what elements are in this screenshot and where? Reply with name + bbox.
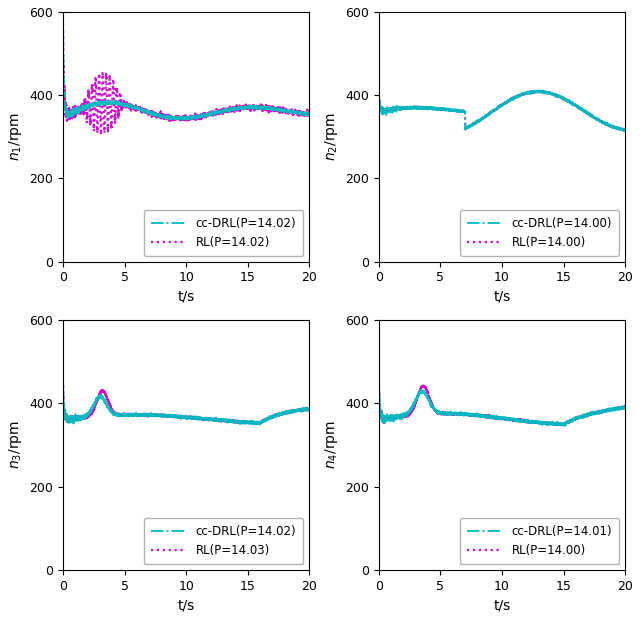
cc-DRL(P=14.00) bbox=[481, 113, 488, 121]
RL(P=14.02) bbox=[238, 104, 246, 111]
RL(P=14.03) bbox=[252, 420, 260, 428]
RL(P=14.00) bbox=[559, 422, 567, 429]
Line: cc-DRL(P=14.02): cc-DRL(P=14.02) bbox=[63, 35, 309, 119]
RL(P=14.02) bbox=[305, 109, 313, 116]
RL(P=14.03) bbox=[60, 382, 67, 389]
RL(P=14.00) bbox=[479, 412, 486, 420]
RL(P=14.00) bbox=[621, 404, 629, 411]
RL(P=14.00) bbox=[621, 126, 629, 134]
cc-DRL(P=14.02) bbox=[305, 110, 313, 118]
cc-DRL(P=14.00) bbox=[602, 121, 609, 129]
cc-DRL(P=14.01) bbox=[614, 405, 621, 412]
cc-DRL(P=14.01) bbox=[375, 386, 383, 394]
cc-DRL(P=14.02) bbox=[285, 108, 293, 116]
RL(P=14.02) bbox=[285, 108, 293, 115]
RL(P=14.00) bbox=[479, 115, 486, 122]
Y-axis label: $n_2$/rpm: $n_2$/rpm bbox=[323, 113, 340, 161]
cc-DRL(P=14.01) bbox=[559, 422, 567, 430]
Legend: cc-DRL(P=14.00), RL(P=14.00): cc-DRL(P=14.00), RL(P=14.00) bbox=[460, 210, 620, 256]
cc-DRL(P=14.02) bbox=[298, 406, 306, 413]
Legend: cc-DRL(P=14.02), RL(P=14.02): cc-DRL(P=14.02), RL(P=14.02) bbox=[144, 210, 303, 256]
Y-axis label: $n_4$/rpm: $n_4$/rpm bbox=[323, 420, 340, 469]
cc-DRL(P=14.02) bbox=[179, 116, 186, 123]
RL(P=14.02) bbox=[164, 115, 172, 122]
cc-DRL(P=14.02) bbox=[60, 31, 67, 38]
cc-DRL(P=14.01) bbox=[602, 407, 609, 414]
Line: cc-DRL(P=14.01): cc-DRL(P=14.01) bbox=[379, 389, 625, 426]
cc-DRL(P=14.01) bbox=[554, 421, 562, 428]
cc-DRL(P=14.02) bbox=[238, 418, 246, 426]
RL(P=14.02) bbox=[298, 108, 306, 116]
X-axis label: t/s: t/s bbox=[177, 290, 195, 304]
RL(P=14.03) bbox=[305, 405, 313, 413]
RL(P=14.02) bbox=[93, 129, 101, 137]
RL(P=14.03) bbox=[176, 413, 184, 421]
RL(P=14.03) bbox=[285, 409, 293, 416]
Line: RL(P=14.00): RL(P=14.00) bbox=[379, 91, 625, 131]
Line: RL(P=14.02): RL(P=14.02) bbox=[63, 30, 309, 133]
RL(P=14.03) bbox=[298, 406, 306, 413]
Line: RL(P=14.03): RL(P=14.03) bbox=[63, 386, 309, 424]
cc-DRL(P=14.01) bbox=[621, 402, 629, 410]
RL(P=14.00) bbox=[614, 405, 621, 412]
cc-DRL(P=14.02) bbox=[163, 114, 170, 121]
cc-DRL(P=14.01) bbox=[479, 413, 486, 420]
cc-DRL(P=14.00) bbox=[614, 125, 621, 132]
Line: cc-DRL(P=14.00): cc-DRL(P=14.00) bbox=[379, 90, 625, 131]
RL(P=14.00) bbox=[529, 87, 537, 95]
cc-DRL(P=14.01) bbox=[417, 386, 425, 393]
cc-DRL(P=14.02) bbox=[238, 105, 246, 112]
cc-DRL(P=14.01) bbox=[492, 413, 500, 421]
X-axis label: t/s: t/s bbox=[493, 290, 511, 304]
cc-DRL(P=14.00) bbox=[554, 92, 562, 100]
Line: cc-DRL(P=14.02): cc-DRL(P=14.02) bbox=[63, 386, 309, 425]
cc-DRL(P=14.02) bbox=[298, 110, 306, 118]
cc-DRL(P=14.00) bbox=[539, 87, 547, 94]
RL(P=14.00) bbox=[492, 413, 500, 421]
cc-DRL(P=14.00) bbox=[492, 105, 500, 113]
Legend: cc-DRL(P=14.02), RL(P=14.03): cc-DRL(P=14.02), RL(P=14.03) bbox=[144, 518, 303, 564]
RL(P=14.00) bbox=[554, 92, 562, 100]
cc-DRL(P=14.02) bbox=[164, 412, 172, 420]
cc-DRL(P=14.00) bbox=[479, 115, 486, 123]
RL(P=14.00) bbox=[492, 106, 500, 113]
RL(P=14.00) bbox=[481, 412, 488, 420]
RL(P=14.00) bbox=[602, 406, 609, 413]
RL(P=14.03) bbox=[238, 418, 246, 425]
cc-DRL(P=14.00) bbox=[621, 127, 629, 134]
RL(P=14.00) bbox=[554, 420, 562, 428]
cc-DRL(P=14.02) bbox=[176, 413, 184, 420]
RL(P=14.00) bbox=[620, 127, 627, 134]
RL(P=14.00) bbox=[614, 124, 621, 132]
RL(P=14.03) bbox=[163, 412, 170, 419]
RL(P=14.00) bbox=[375, 91, 383, 98]
cc-DRL(P=14.02) bbox=[285, 410, 293, 417]
RL(P=14.00) bbox=[375, 382, 383, 389]
RL(P=14.02) bbox=[163, 113, 170, 120]
RL(P=14.02) bbox=[60, 27, 67, 34]
X-axis label: t/s: t/s bbox=[493, 598, 511, 612]
cc-DRL(P=14.00) bbox=[375, 90, 383, 97]
cc-DRL(P=14.02) bbox=[256, 421, 264, 428]
cc-DRL(P=14.02) bbox=[305, 405, 313, 413]
Legend: cc-DRL(P=14.01), RL(P=14.00): cc-DRL(P=14.01), RL(P=14.00) bbox=[460, 518, 620, 564]
RL(P=14.00) bbox=[481, 114, 488, 121]
Line: RL(P=14.00): RL(P=14.00) bbox=[379, 385, 625, 425]
cc-DRL(P=14.01) bbox=[481, 412, 488, 420]
RL(P=14.00) bbox=[419, 381, 427, 389]
cc-DRL(P=14.02) bbox=[60, 382, 67, 389]
RL(P=14.00) bbox=[602, 119, 609, 127]
cc-DRL(P=14.02) bbox=[164, 114, 172, 121]
Y-axis label: $n_3$/rpm: $n_3$/rpm bbox=[7, 420, 24, 469]
cc-DRL(P=14.02) bbox=[163, 412, 170, 419]
RL(P=14.02) bbox=[176, 115, 184, 122]
cc-DRL(P=14.00) bbox=[620, 128, 628, 135]
X-axis label: t/s: t/s bbox=[177, 598, 195, 612]
cc-DRL(P=14.02) bbox=[176, 114, 184, 121]
Y-axis label: $n_1$/rpm: $n_1$/rpm bbox=[7, 113, 24, 161]
RL(P=14.03) bbox=[164, 412, 172, 420]
